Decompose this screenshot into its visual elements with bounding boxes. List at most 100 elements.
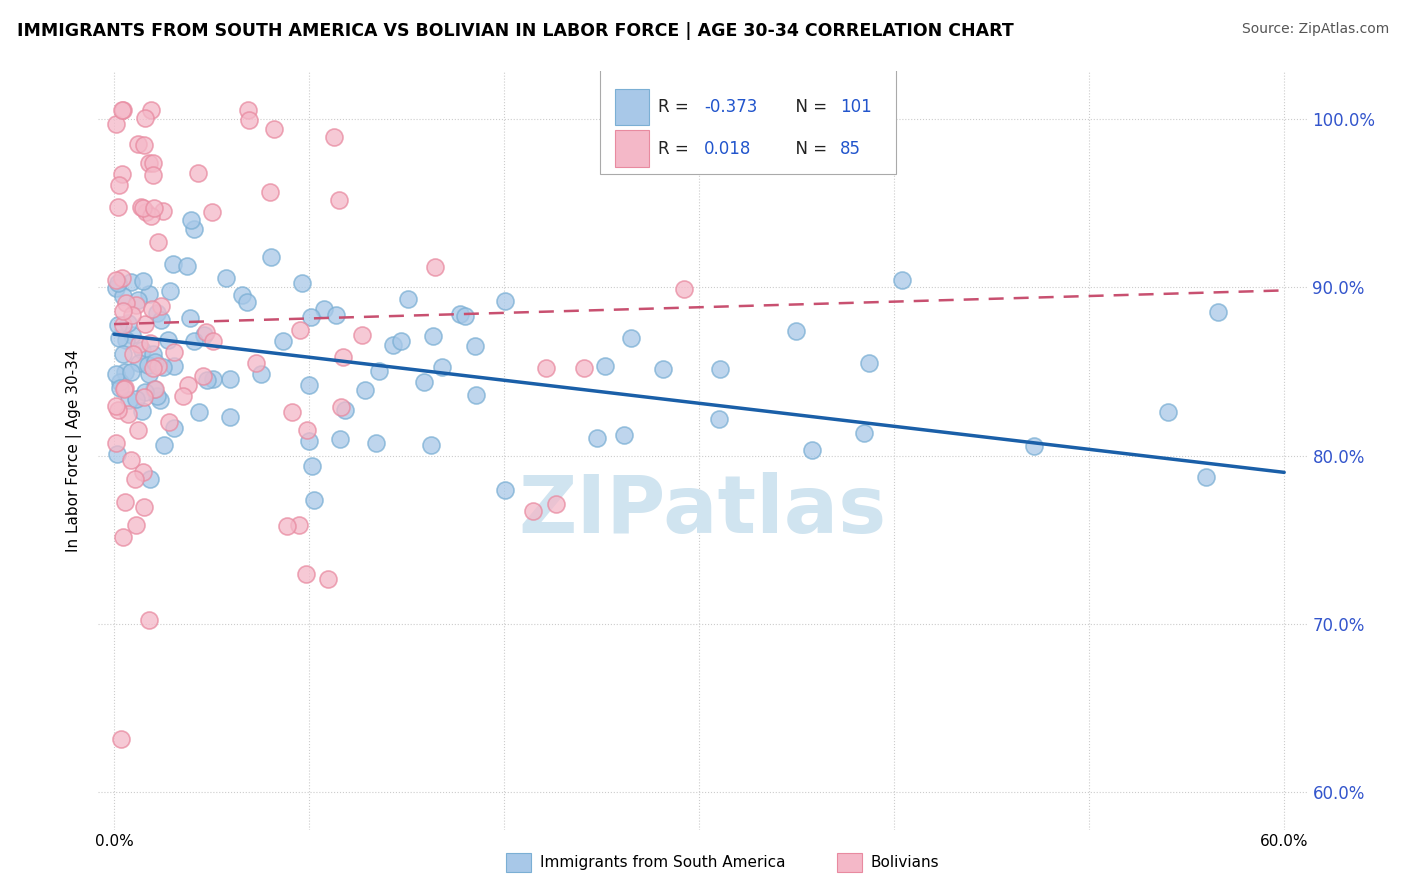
Point <box>125 518 148 533</box>
Point <box>131 343 153 358</box>
Point <box>134 137 156 152</box>
Point <box>187 166 209 180</box>
Point <box>259 250 281 264</box>
Point <box>350 328 373 343</box>
Point <box>114 296 136 310</box>
Point <box>449 307 471 321</box>
Point <box>304 492 326 507</box>
Point <box>238 112 260 127</box>
Point <box>114 365 136 379</box>
Text: ZIPatlas: ZIPatlas <box>519 472 887 550</box>
Point <box>412 375 434 389</box>
Point <box>146 306 169 320</box>
Point <box>139 209 162 223</box>
Point <box>281 405 304 419</box>
Point <box>494 293 516 308</box>
Point <box>112 530 135 544</box>
Point <box>110 381 132 395</box>
Text: 85: 85 <box>839 140 860 158</box>
Point <box>163 359 186 373</box>
Point <box>231 287 253 301</box>
Point <box>114 495 136 509</box>
Point <box>172 389 194 403</box>
Point <box>295 423 318 437</box>
Point <box>586 431 609 445</box>
Point <box>180 213 202 227</box>
Point <box>107 276 129 290</box>
Point <box>201 372 224 386</box>
Point <box>494 483 516 497</box>
Point <box>464 339 486 353</box>
Point <box>138 286 160 301</box>
Point <box>329 400 352 414</box>
Point <box>111 103 134 117</box>
Point <box>107 402 129 417</box>
Point <box>322 130 344 145</box>
Point <box>368 364 391 378</box>
Point <box>177 378 200 392</box>
Point <box>354 383 377 397</box>
Point <box>107 331 129 345</box>
Point <box>858 356 880 370</box>
Point <box>112 288 135 302</box>
Point <box>142 347 165 361</box>
Point <box>329 433 352 447</box>
Point <box>153 438 176 452</box>
Point <box>120 275 142 289</box>
Point <box>132 390 155 404</box>
Point <box>125 297 148 311</box>
Point <box>125 392 148 407</box>
Point <box>250 368 273 382</box>
Point <box>219 372 242 386</box>
Point <box>193 369 215 384</box>
Point <box>544 497 567 511</box>
Point <box>335 403 357 417</box>
Text: R =: R = <box>658 140 695 158</box>
Point <box>111 270 134 285</box>
Point <box>105 447 128 461</box>
Point <box>138 367 160 381</box>
Point <box>107 318 129 332</box>
Point <box>593 359 616 373</box>
Point <box>301 459 323 474</box>
Point <box>295 566 318 581</box>
Point <box>157 416 180 430</box>
Point <box>298 378 321 392</box>
Point <box>236 103 259 117</box>
Point <box>118 392 141 407</box>
Point <box>195 325 218 339</box>
Point <box>117 316 139 330</box>
Point <box>139 472 162 486</box>
Point <box>105 281 128 295</box>
Point <box>707 412 730 426</box>
Point <box>143 355 166 369</box>
Point <box>142 360 165 375</box>
Point <box>534 360 557 375</box>
Point <box>652 362 675 376</box>
Point <box>1206 305 1229 319</box>
Bar <box>614 130 648 167</box>
Point <box>121 308 143 322</box>
Text: -0.373: -0.373 <box>704 98 758 116</box>
Point <box>572 360 595 375</box>
Point <box>110 167 132 181</box>
Point <box>104 400 127 414</box>
Point <box>132 466 155 480</box>
Text: N =: N = <box>785 140 832 158</box>
Point <box>114 382 136 396</box>
Point <box>396 293 419 307</box>
Point <box>263 122 285 136</box>
Text: N =: N = <box>785 98 832 116</box>
Point <box>146 235 169 250</box>
Point <box>134 317 156 331</box>
Point <box>420 438 443 452</box>
Text: 101: 101 <box>839 98 872 116</box>
Point <box>150 313 173 327</box>
Point <box>1156 404 1178 418</box>
Point <box>127 136 149 151</box>
Point <box>115 334 138 348</box>
Text: Immigrants from South America: Immigrants from South America <box>540 855 786 870</box>
Point <box>142 201 165 215</box>
Point <box>425 260 447 274</box>
Y-axis label: In Labor Force | Age 30-34: In Labor Force | Age 30-34 <box>66 349 83 552</box>
